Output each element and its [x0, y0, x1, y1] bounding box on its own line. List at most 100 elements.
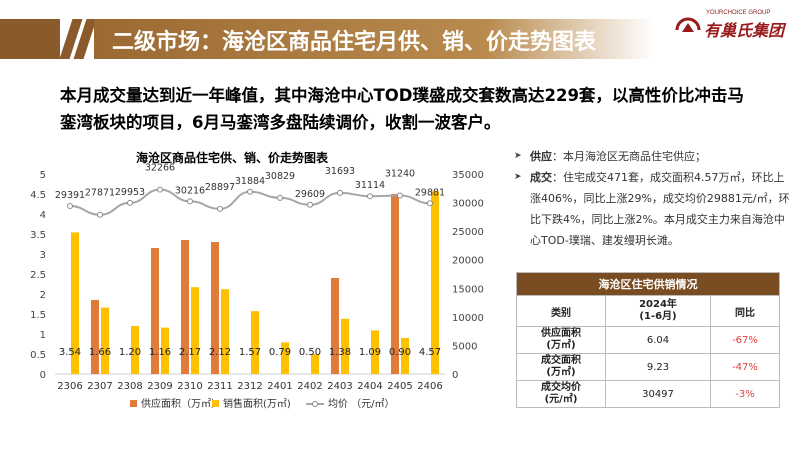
- row-label: 供应面积 (万㎡): [516, 326, 606, 354]
- supply-sales-table: 海沧区住宅供销情况 类别 2024年 (1-6月) 同比 供应面积 (万㎡) 6…: [516, 272, 780, 408]
- title-accent-block: [0, 19, 60, 59]
- trend-chart: 00.511.522.533.544.550500010000150002000…: [30, 163, 484, 410]
- bar-supply: [181, 240, 189, 374]
- table-header: 同比: [710, 295, 780, 327]
- x-tick-label: 2402: [297, 381, 322, 392]
- table-row: 供应面积 (万㎡) 6.04 -67%: [516, 326, 780, 354]
- sales-data-label: 1.57: [239, 347, 261, 358]
- bullet-label: 成交: [530, 171, 552, 184]
- y-right-tick-label: 0: [452, 370, 458, 381]
- logo-subtitle: YOURCHOICE GROUP: [706, 10, 771, 16]
- y-right-tick-label: 20000: [452, 256, 484, 267]
- avg-price-point: [367, 193, 373, 200]
- avg-price-point: [157, 186, 163, 193]
- legend-label-supply: 供应面积（万㎡）: [141, 397, 221, 410]
- y-left-tick-label: 2.5: [30, 270, 46, 281]
- bar-sales: [131, 326, 139, 374]
- x-tick-label: 2307: [87, 381, 112, 392]
- sales-data-label: 1.16: [149, 347, 171, 358]
- y-left-tick-label: 2: [40, 290, 46, 301]
- bullet-deal: ➤ 成交：住宅成交471套，成交面积4.57万㎡，环比上涨406%，同比上涨29…: [512, 167, 792, 251]
- y-left-tick-label: 4.5: [30, 190, 46, 201]
- bullet-list: ➤ 供应：本月海沧区无商品住宅供应； ➤ 成交：住宅成交471套，成交面积4.5…: [512, 146, 792, 251]
- bar-sales: [191, 287, 199, 374]
- sales-data-label: 3.54: [59, 347, 81, 358]
- legend-label-sales: 销售面积(万㎡): [223, 397, 291, 410]
- avg-price-data-label: 31114: [355, 180, 385, 191]
- avg-price-data-label: 31240: [385, 168, 415, 179]
- y-right-tick-label: 35000: [452, 170, 484, 181]
- avg-price-point: [187, 198, 193, 205]
- sales-data-label: 0.90: [389, 347, 411, 358]
- table-header: 2024年 (1-6月): [605, 295, 711, 327]
- bar-sales: [431, 191, 439, 374]
- y-left-tick-label: 1.5: [30, 310, 46, 321]
- y-left-tick-label: 3: [40, 250, 46, 261]
- y-right-tick-label: 5000: [452, 341, 477, 352]
- bar-sales: [341, 318, 349, 374]
- bar-sales: [371, 330, 379, 374]
- avg-price-data-label: 32266: [145, 163, 175, 174]
- avg-price-data-label: 31693: [325, 166, 355, 177]
- sales-data-label: 2.17: [179, 347, 201, 358]
- avg-price-point: [67, 203, 73, 210]
- x-tick-label: 2311: [207, 381, 232, 392]
- x-tick-label: 2306: [57, 381, 82, 392]
- legend-label-avg-price: 均价 （元/㎡）: [328, 398, 395, 410]
- avg-price-point: [127, 199, 133, 206]
- table-row: 成交面积 (万㎡) 9.23 -47%: [516, 353, 780, 381]
- avg-price-data-label: 27871: [85, 188, 115, 199]
- sales-data-label: 0.79: [269, 347, 291, 358]
- title-bar: 二级市场：海沧区商品住宅月供、销、价走势图表: [0, 0, 800, 62]
- sales-data-label: 1.38: [329, 347, 351, 358]
- title-banner: [94, 19, 654, 59]
- chart-title: 海沧区商品住宅供、销、价走势图表: [136, 151, 329, 165]
- avg-price-point: [277, 194, 283, 201]
- table-header: 类别: [516, 295, 606, 327]
- bar-supply: [91, 300, 99, 374]
- avg-price-data-label: 30829: [265, 171, 295, 182]
- avg-price-point: [337, 189, 343, 196]
- x-tick-label: 2401: [267, 381, 292, 392]
- legend-swatch-supply: [130, 400, 137, 407]
- avg-price-data-label: 31884: [235, 176, 265, 187]
- sales-data-label: 2.12: [209, 347, 231, 358]
- bar-supply: [211, 242, 219, 374]
- table-row: 成交均价 (元/㎡) 30497 -3%: [516, 380, 780, 408]
- avg-price-data-label: 28897: [205, 182, 235, 193]
- y-left-tick-label: 4: [40, 210, 46, 221]
- row-value: 30497: [605, 380, 711, 408]
- sales-data-label: 4.57: [419, 347, 441, 358]
- legend-swatch-sales: [212, 400, 219, 407]
- bar-sales: [221, 289, 229, 374]
- y-left-tick-label: 3.5: [30, 230, 46, 241]
- sales-data-label: 1.09: [359, 347, 381, 358]
- x-tick-label: 2403: [327, 381, 352, 392]
- avg-price-data-label: 29881: [415, 187, 445, 198]
- logo-mark-icon: [675, 17, 701, 32]
- bullet-text: ：住宅成交471套，成交面积4.57万㎡，环比上涨406%，同比上涨29%，成交…: [530, 171, 790, 247]
- y-right-tick-label: 30000: [452, 199, 484, 210]
- row-value: 6.04: [605, 326, 711, 354]
- y-left-tick-label: 0: [40, 370, 46, 381]
- bullet-supply: ➤ 供应：本月海沧区无商品住宅供应；: [512, 146, 792, 167]
- bar-sales: [71, 232, 79, 374]
- bar-supply: [331, 278, 339, 374]
- bullet-label: 供应: [530, 150, 552, 163]
- bar-supply: [151, 248, 159, 374]
- avg-price-data-label: 29391: [55, 190, 85, 201]
- bar-sales: [161, 327, 169, 374]
- x-tick-label: 2312: [237, 381, 262, 392]
- y-left-tick-label: 1: [40, 330, 46, 341]
- row-value: 9.23: [605, 353, 711, 381]
- x-tick-label: 2404: [357, 381, 382, 392]
- x-tick-label: 2405: [387, 381, 412, 392]
- sales-data-label: 0.50: [299, 347, 321, 358]
- y-right-tick-label: 10000: [452, 313, 484, 324]
- avg-price-point: [247, 188, 253, 195]
- avg-price-data-label: 29953: [115, 187, 145, 198]
- row-yoy: -47%: [710, 353, 780, 381]
- avg-price-point: [217, 205, 223, 212]
- table-caption: 海沧区住宅供销情况: [516, 272, 780, 296]
- bar-sales: [401, 338, 409, 374]
